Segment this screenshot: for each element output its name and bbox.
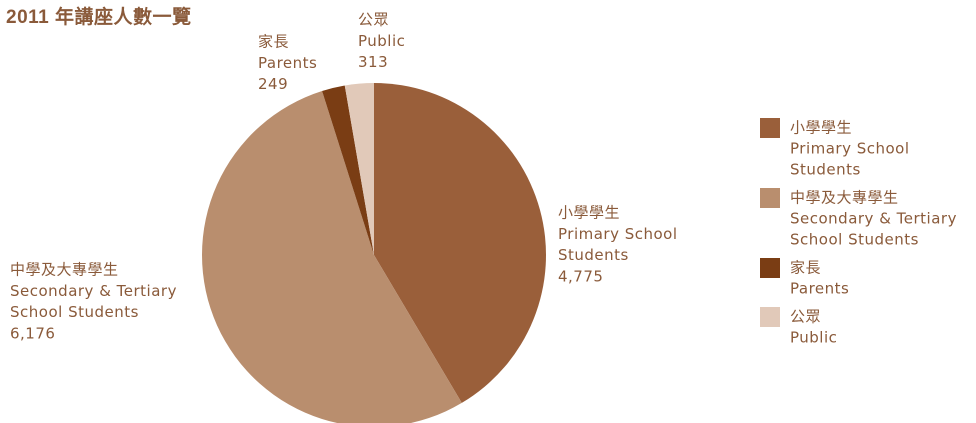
legend-label: Primary School [790,140,910,158]
slice-label: Primary School [558,225,678,243]
legend-label: 家長 [790,259,821,277]
legend-swatch [760,118,780,138]
pie-slice [322,85,374,256]
legend-swatch [760,258,780,278]
legend-label: 公眾 [790,308,821,326]
slice-label: 中學及大專學生 [10,261,119,279]
pie-slice [374,83,547,403]
slice-label: 公眾 [358,11,389,29]
slice-label: 小學學生 [558,204,620,222]
legend-label: School Students [790,231,919,249]
slice-label: Students [558,246,629,264]
legend-label: 中學及大專學生 [790,189,899,207]
pie-slice [344,83,374,255]
value-label: 4,775 [558,267,603,285]
value-label: 6,176 [10,324,55,342]
legend-label: Secondary & Tertiary [790,210,957,228]
slice-label: Secondary & Tertiary [10,282,177,300]
legend-label: 小學學生 [790,119,852,137]
value-label: 313 [358,53,388,71]
legend-label: Public [790,329,837,347]
chart-title: 2011 年講座人數一覽 [6,5,192,28]
legend-swatch [760,188,780,208]
slice-label: Public [358,32,405,50]
legend-label: Parents [790,280,849,298]
value-label: 249 [258,75,288,93]
legend-label: Students [790,161,861,179]
slice-label: Parents [258,54,317,72]
slice-label: 家長 [258,33,289,51]
slice-label: School Students [10,303,139,321]
legend-swatch [760,307,780,327]
pie-slice [202,91,462,423]
